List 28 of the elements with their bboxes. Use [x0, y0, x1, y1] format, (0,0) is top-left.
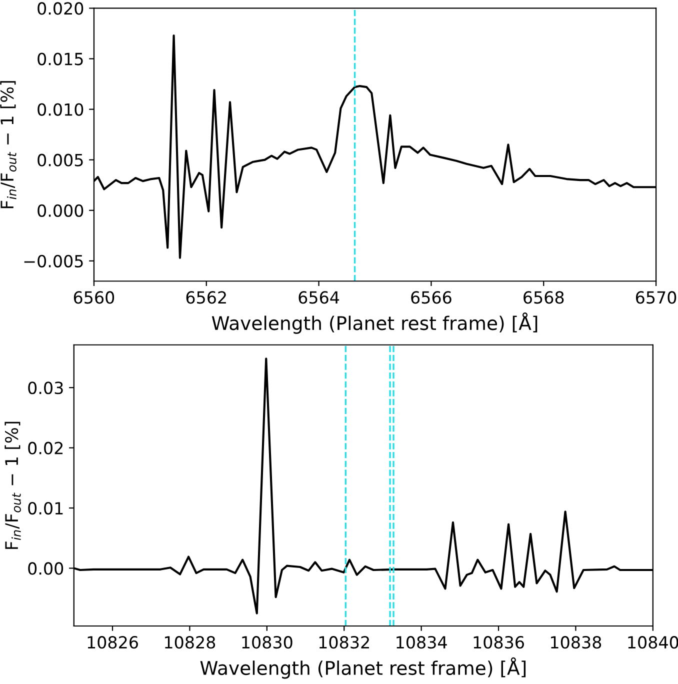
x-tick-label: 10828 [165, 636, 216, 649]
y-tick-label: 0.020 [38, 2, 84, 15]
y-tick-label: 0.01 [28, 502, 63, 515]
x-tick-label: 10838 [551, 636, 602, 649]
y-axis-title: F$_{in}$/F$_{out}$ − 1 [%] [4, 422, 21, 549]
x-tick-label: 6566 [411, 291, 452, 304]
x-tick-label: 6570 [636, 291, 676, 304]
y-tick-label: 0.00 [28, 562, 64, 575]
x-tick-label: 10832 [319, 636, 369, 649]
x-tick-label: 10840 [628, 636, 678, 649]
x-tick-label: 6562 [186, 291, 226, 304]
x-tick-label: 10836 [474, 636, 524, 649]
y-tick-label: 0.02 [28, 442, 63, 454]
y-tick-label: −0.005 [24, 254, 83, 268]
x-axis-title: Wavelength (Planet rest frame) [Å] [200, 657, 526, 679]
x-tick-label: 10834 [396, 636, 447, 649]
x-tick-label: 6560 [74, 291, 114, 304]
x-axis-title: Wavelength (Planet rest frame) [Å] [212, 312, 538, 334]
x-tick-label: 6568 [524, 291, 564, 304]
y-tick-label: 0.015 [38, 52, 83, 66]
x-tick-label: 10830 [242, 636, 292, 649]
y-axis-title: F$_{in}$/F$_{out}$ − 1 [%] [0, 81, 16, 208]
x-tick-label: 10826 [88, 636, 138, 649]
y-tick-label: 0.010 [38, 103, 84, 116]
y-tick-label: 0.000 [38, 204, 84, 217]
y-tick-label: 0.005 [38, 154, 83, 166]
x-tick-label: 6564 [298, 291, 340, 304]
y-tick-label: 0.03 [28, 382, 63, 394]
